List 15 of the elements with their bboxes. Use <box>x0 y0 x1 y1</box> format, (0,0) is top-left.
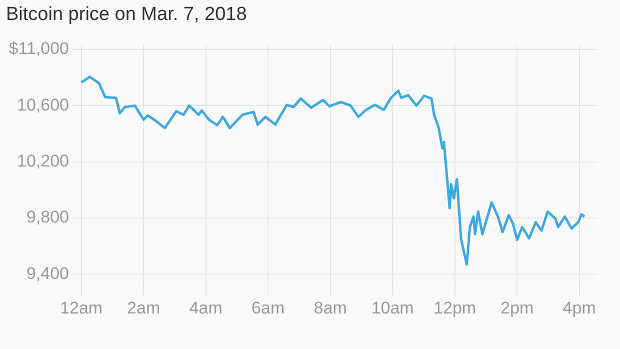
x-tick-label: 2am <box>127 298 160 318</box>
x-tick-label: 10am <box>371 298 414 318</box>
x-tick-label: 6am <box>252 298 285 318</box>
chart-title: Bitcoin price on Mar. 7, 2018 <box>6 4 247 26</box>
x-tick-label: 12pm <box>434 298 476 318</box>
x-tick-label: 2pm <box>500 298 534 318</box>
y-tick-label: $11,000 <box>8 39 69 58</box>
x-tick-label: 8am <box>314 298 347 318</box>
y-tick-label: 10,600 <box>17 95 69 114</box>
x-tick-label: 4pm <box>562 298 596 318</box>
y-tick-label: 9,400 <box>26 264 69 283</box>
y-tick-label: 10,200 <box>17 151 69 170</box>
x-tick-label: 4am <box>189 298 222 318</box>
x-tick-label: 12am <box>60 298 103 318</box>
y-tick-label: 9,800 <box>26 208 69 227</box>
